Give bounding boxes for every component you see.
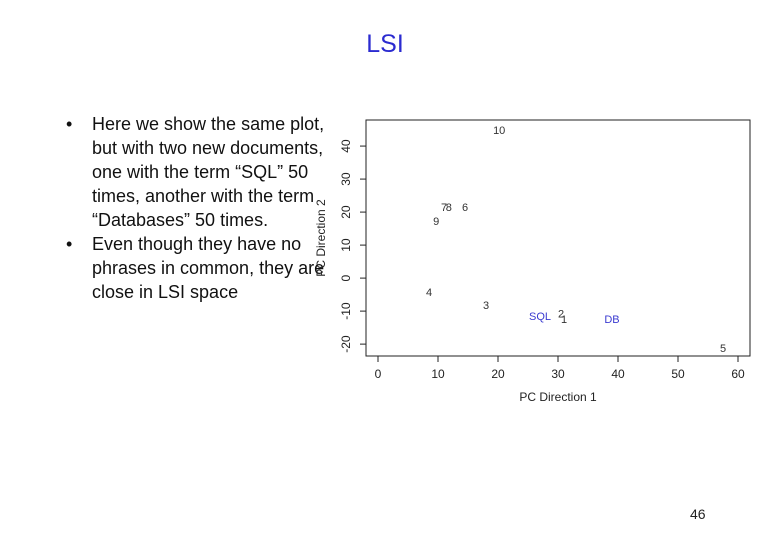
x-tick-label: 60 xyxy=(731,367,745,381)
y-tick-label: -20 xyxy=(339,335,353,353)
x-tick-label: 40 xyxy=(611,367,625,381)
y-tick-label: -10 xyxy=(339,302,353,320)
point-label: 4 xyxy=(426,287,432,299)
y-tick-label: 30 xyxy=(339,172,353,186)
x-tick-label: 10 xyxy=(431,367,445,381)
page-number: 46 xyxy=(690,506,706,522)
y-axis-label: PC Direction 2 xyxy=(314,199,328,277)
x-tick-label: 50 xyxy=(671,367,685,381)
point-label: 10 xyxy=(493,125,505,137)
x-tick-label: 30 xyxy=(551,367,565,381)
point-label: SQL xyxy=(529,311,551,323)
slide-title: LSI xyxy=(366,30,404,58)
x-axis-label: PC Direction 1 xyxy=(519,390,597,404)
point-label: 6 xyxy=(462,202,468,214)
bullet: Here we show the same plot, but with two… xyxy=(66,112,332,232)
point-label: 9 xyxy=(433,216,439,228)
point-label: 3 xyxy=(483,300,489,312)
point-label: 2 xyxy=(558,308,564,320)
y-tick-label: 0 xyxy=(339,274,353,281)
plot-frame xyxy=(365,119,751,357)
bullet-list: Here we show the same plot, but with two… xyxy=(62,112,332,304)
y-tick-label: 40 xyxy=(339,139,353,153)
point-label: DB xyxy=(604,314,619,326)
x-tick-label: 0 xyxy=(375,367,382,381)
y-tick-label: 10 xyxy=(339,238,353,252)
point-label: 7 xyxy=(441,202,447,214)
point-label: 1 xyxy=(561,314,567,326)
y-tick-label: 20 xyxy=(339,205,353,219)
point-label: 5 xyxy=(720,343,726,355)
point-label: 8 xyxy=(446,202,452,214)
x-tick-label: 20 xyxy=(491,367,505,381)
bullet: Even though they have no phrases in comm… xyxy=(66,232,332,304)
